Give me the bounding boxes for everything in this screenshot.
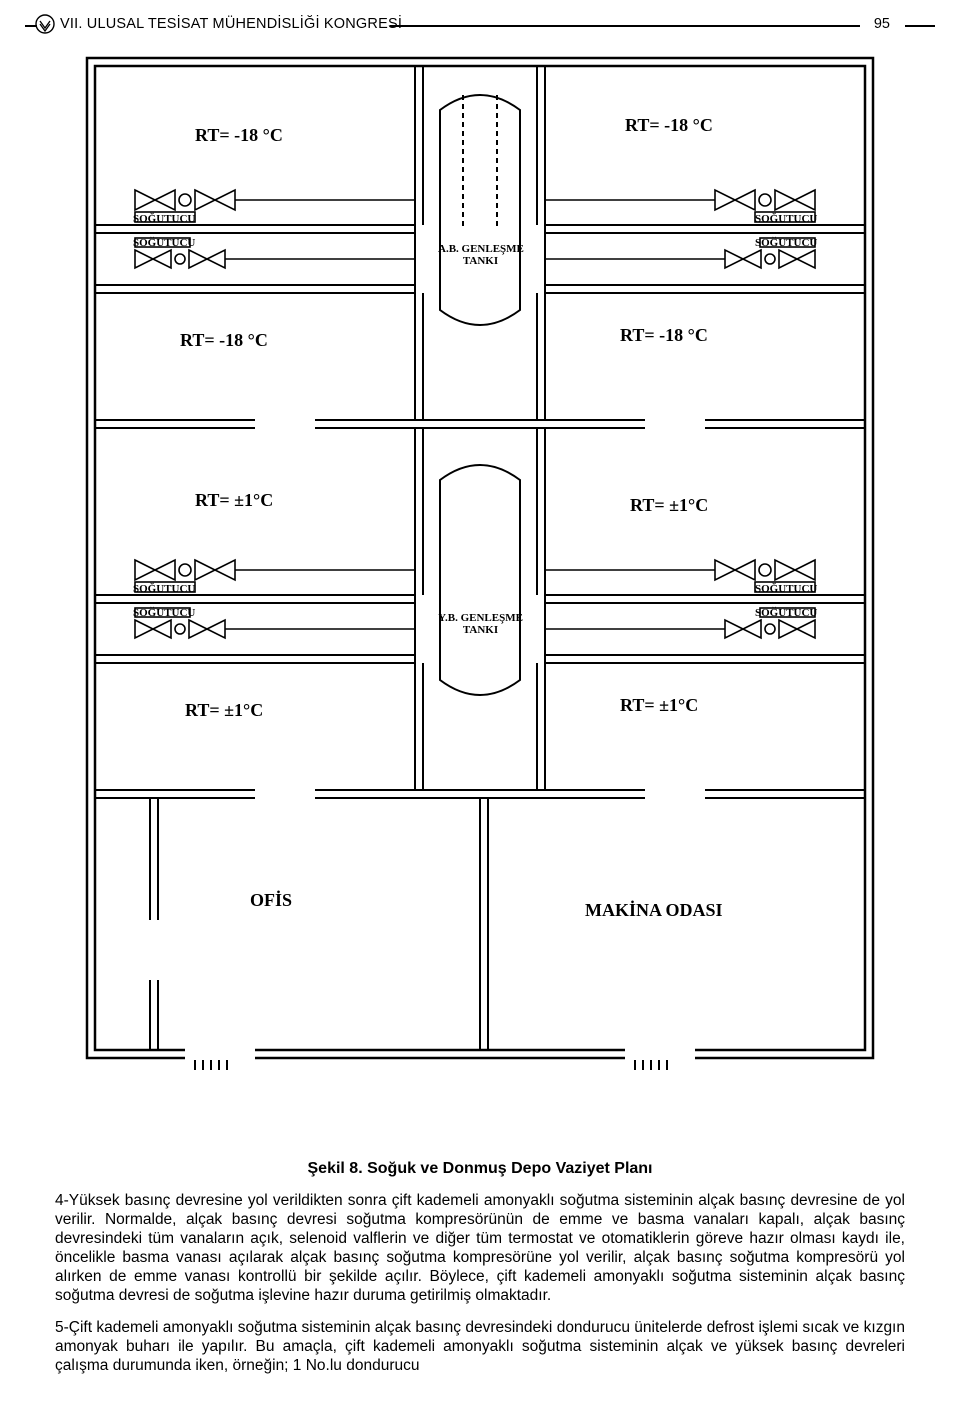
header-page-number: 95 [874,16,890,32]
header-rule-mid [390,25,860,27]
room-label-mid-upper-left: RT= -18 °C [180,330,268,351]
tank-upper-line2: TANKI [463,255,498,267]
page: VII. ULUSAL TESİSAT MÜHENDİSLİĞİ KONGRES… [0,0,960,1422]
tank-lower-line1: Y.B. GENLEŞME [438,612,523,624]
room-label-top-right: RT= -18 °C [625,115,713,136]
room-label-top-left: RT= -18 °C [195,125,283,146]
floor-plan-diagram: RT= -18 °C RT= -18 °C RT= -18 °C RT= -18… [75,50,885,1140]
cooler-label-7: SOĞUTUCU [133,607,195,619]
paragraph-2: 5-Çift kademeli amonyaklı soğutma sistem… [55,1319,905,1376]
cooler-label-8: SOĞUTUCU [755,607,817,619]
page-header: VII. ULUSAL TESİSAT MÜHENDİSLİĞİ KONGRES… [30,14,930,40]
body-text: 4-Yüksek basınç devresine yol verildikte… [55,1192,905,1390]
caption-text: Şekil 8. Soğuk ve Donmuş Depo Vaziyet Pl… [308,1160,653,1177]
figure-caption: Şekil 8. Soğuk ve Donmuş Depo Vaziyet Pl… [0,1160,960,1178]
cooler-label-5: SOĞUTUCU [133,583,195,595]
tank-lower-line2: TANKI [463,624,498,636]
cooler-label-3: SOĞUTUCU [133,237,195,249]
cooler-label-6: SOĞUTUCU [755,583,817,595]
room-label-lower-right: RT= ±1°C [620,695,698,716]
logo-icon [35,14,55,34]
header-title: VII. ULUSAL TESİSAT MÜHENDİSLİĞİ KONGRES… [60,16,402,32]
cooler-label-2: SOĞUTUCU [755,213,817,225]
header-rule-right [905,25,935,27]
room-label-mid-upper-right: RT= -18 °C [620,325,708,346]
tank-label-upper: A.B. GENLEŞME TANKI [438,243,523,267]
room-label-office: OFİS [250,890,292,911]
room-label-mid-lower-right: RT= ±1°C [630,495,708,516]
tank-label-lower: Y.B. GENLEŞME TANKI [438,612,523,636]
paragraph-1: 4-Yüksek basınç devresine yol verildikte… [55,1192,905,1305]
cooler-label-4: SOĞUTUCU [755,237,817,249]
room-label-machine-room: MAKİNA ODASI [585,900,723,921]
room-label-lower-left: RT= ±1°C [185,700,263,721]
header-rule-left [25,25,37,27]
room-label-mid-lower-left: RT= ±1°C [195,490,273,511]
cooler-label-1: SOĞUTUCU [133,213,195,225]
tank-upper-line1: A.B. GENLEŞME [438,243,524,255]
